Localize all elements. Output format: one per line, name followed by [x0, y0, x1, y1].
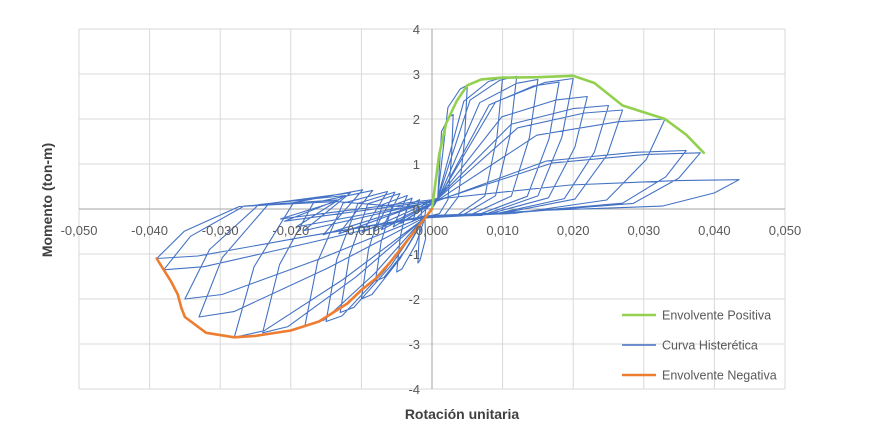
series-envolvente-negativa: [155, 207, 434, 339]
x-tick-label: -0,050: [61, 223, 98, 238]
x-tick-label: -0,040: [131, 223, 168, 238]
series-envolvente-positiva: [430, 74, 706, 211]
hysteresis-curve: [156, 75, 740, 338]
y-tick-label: -3: [408, 337, 420, 352]
x-tick-label: -0,010: [343, 223, 380, 238]
legend-item-envolvente-negativa: Envolvente Negativa: [622, 369, 777, 383]
series-curva-histeretica: [156, 75, 740, 338]
x-tick-label: 0,040: [698, 223, 731, 238]
x-tick-label: -0,020: [272, 223, 309, 238]
y-tick-label: 1: [413, 157, 420, 172]
tick-labels: -0,050 -0,040 -0,030 -0,020 -0,010 0,000 0,010…: [61, 22, 802, 397]
y-tick-label: 2: [413, 112, 420, 127]
y-tick-label: 3: [413, 67, 420, 82]
x-tick-label: 0,050: [769, 223, 802, 238]
legend-item-curva-histeretica: Curva Histerética: [622, 339, 758, 353]
y-tick-label: 4: [413, 22, 420, 37]
x-tick-label: 0,010: [486, 223, 519, 238]
legend-label: Curva Histerética: [662, 339, 758, 353]
x-axis-title: Rotación unitaria: [405, 406, 520, 422]
y-tick-label: -4: [408, 382, 420, 397]
x-tick-label: 0,000: [416, 223, 449, 238]
legend-item-envolvente-positiva: Envolvente Positiva: [622, 309, 771, 323]
x-tick-label: 0,020: [557, 223, 590, 238]
legend: Envolvente Positiva Curva Histerética Envo…: [622, 309, 777, 383]
x-tick-label: -0,030: [202, 223, 239, 238]
legend-label: Envolvente Negativa: [662, 369, 777, 383]
y-tick-label: -2: [408, 292, 420, 307]
envelopes: [155, 74, 706, 339]
y-axis-title: Momento (ton-m): [39, 143, 55, 257]
y-tick-label: 0: [413, 202, 420, 217]
x-tick-label: 0,030: [628, 223, 661, 238]
y-tick-label: -1: [408, 247, 420, 262]
legend-label: Envolvente Positiva: [662, 309, 771, 323]
